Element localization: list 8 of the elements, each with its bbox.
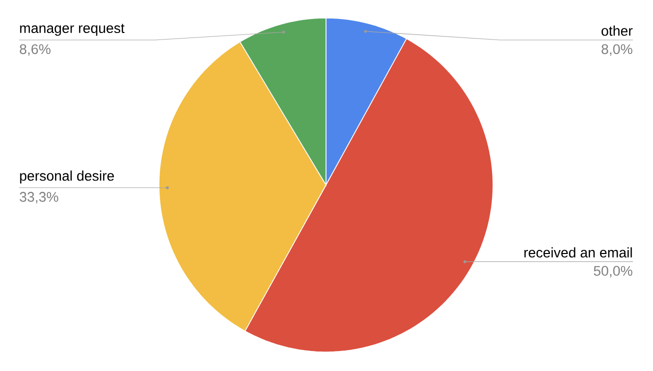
slice-label: received an email [524, 247, 632, 258]
data-label: 8,6% [20, 44, 50, 56]
slice-label: personal desire [20, 170, 114, 184]
slice-label: manager request [20, 24, 125, 36]
data-label: 8,0% [602, 44, 632, 56]
data-label: 50,0% [594, 266, 632, 278]
data-label: 33,3% [20, 192, 58, 204]
slice-label: other [602, 26, 633, 36]
